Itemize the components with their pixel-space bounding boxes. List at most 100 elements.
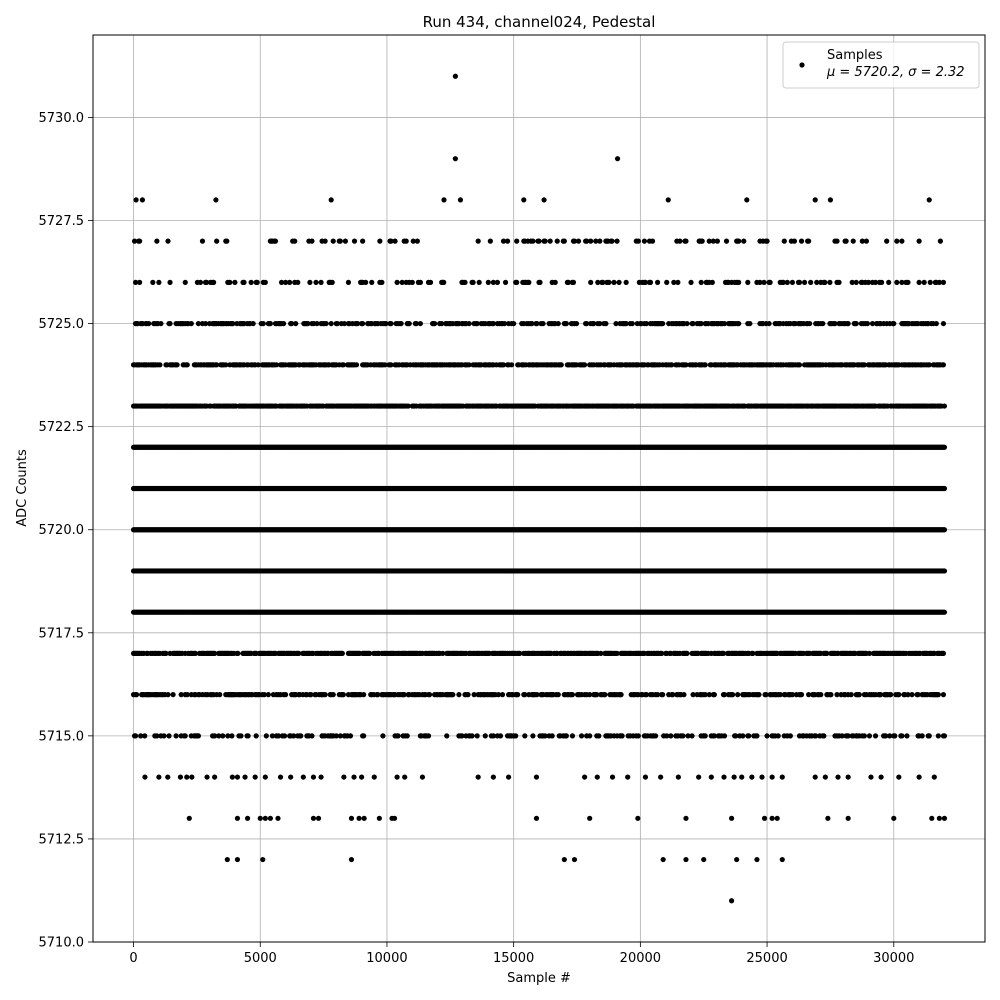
data-point — [940, 650, 947, 657]
data-point — [659, 650, 665, 657]
data-point — [909, 692, 915, 698]
data-point — [806, 692, 812, 698]
data-point — [322, 692, 328, 698]
data-point — [513, 733, 519, 739]
data-point — [834, 692, 840, 698]
data-point — [896, 692, 902, 698]
data-point — [689, 733, 695, 739]
data-point — [685, 733, 691, 739]
data-point — [471, 692, 477, 698]
data-point — [789, 692, 796, 698]
data-point — [165, 692, 171, 698]
data-point — [265, 692, 271, 698]
data-point — [440, 650, 446, 657]
data-point — [212, 650, 218, 657]
data-point — [904, 733, 910, 739]
data-point — [192, 650, 198, 657]
data-point — [212, 733, 218, 739]
data-point — [426, 692, 433, 698]
data-point — [216, 733, 222, 739]
data-point — [142, 733, 148, 739]
data-point — [339, 650, 345, 657]
data-point — [182, 733, 188, 739]
data-point — [534, 692, 540, 698]
data-point — [340, 692, 346, 698]
data-point — [941, 527, 948, 533]
data-point — [899, 733, 905, 739]
data-point — [711, 733, 717, 739]
data-point — [474, 733, 480, 739]
data-point — [253, 733, 259, 739]
data-point — [861, 733, 867, 739]
data-point — [245, 733, 251, 739]
data-point — [235, 650, 241, 657]
data-point — [367, 650, 373, 657]
data-point — [563, 733, 569, 739]
data-point — [450, 692, 456, 698]
data-point — [702, 733, 708, 739]
data-point — [935, 692, 941, 698]
data-point — [275, 733, 282, 739]
data-point — [720, 650, 727, 657]
data-point — [281, 733, 288, 739]
data-point — [915, 692, 921, 698]
data-point — [887, 733, 893, 739]
data-point — [195, 733, 202, 739]
data-point — [456, 692, 462, 698]
data-point — [619, 733, 625, 739]
data-point — [375, 692, 381, 698]
data-point — [425, 733, 432, 739]
data-point — [602, 692, 608, 698]
data-point — [522, 733, 528, 739]
data-point — [824, 650, 830, 657]
data-point — [499, 692, 506, 698]
data-point — [308, 692, 314, 698]
data-point — [263, 733, 269, 739]
data-point — [750, 650, 756, 657]
data-point — [178, 692, 184, 698]
data-point — [170, 692, 176, 698]
data-point — [839, 733, 845, 739]
data-point — [721, 692, 728, 698]
data-point — [337, 733, 343, 739]
data-point — [941, 733, 948, 739]
data-point — [542, 733, 548, 739]
data-point — [940, 692, 947, 698]
data-points — [130, 73, 948, 904]
data-point — [309, 733, 315, 739]
data-point — [132, 733, 139, 739]
data-point — [282, 692, 289, 698]
data-point — [746, 733, 752, 739]
data-point — [941, 485, 948, 492]
data-point — [380, 733, 386, 739]
data-point — [888, 692, 894, 698]
data-point — [261, 692, 267, 698]
data-point — [522, 692, 528, 698]
data-point — [569, 733, 576, 739]
data-point — [217, 692, 223, 698]
data-point — [587, 733, 593, 739]
data-point — [680, 733, 686, 739]
data-point — [497, 733, 504, 739]
data-point — [490, 733, 496, 739]
data-point — [892, 733, 898, 739]
data-point — [777, 692, 783, 698]
data-point — [361, 733, 367, 739]
data-point — [664, 733, 670, 739]
data-point — [721, 733, 728, 739]
data-point — [690, 692, 696, 698]
data-point — [935, 733, 941, 739]
data-point — [643, 692, 650, 698]
data-point — [154, 733, 160, 739]
data-point — [515, 692, 521, 698]
data-point — [166, 733, 172, 739]
data-point — [905, 692, 911, 698]
data-point — [798, 692, 805, 698]
data-point — [775, 733, 781, 739]
data-point — [919, 733, 925, 739]
data-point — [291, 733, 297, 739]
data-point — [594, 692, 600, 698]
data-point — [670, 692, 676, 698]
data-point — [459, 733, 465, 739]
